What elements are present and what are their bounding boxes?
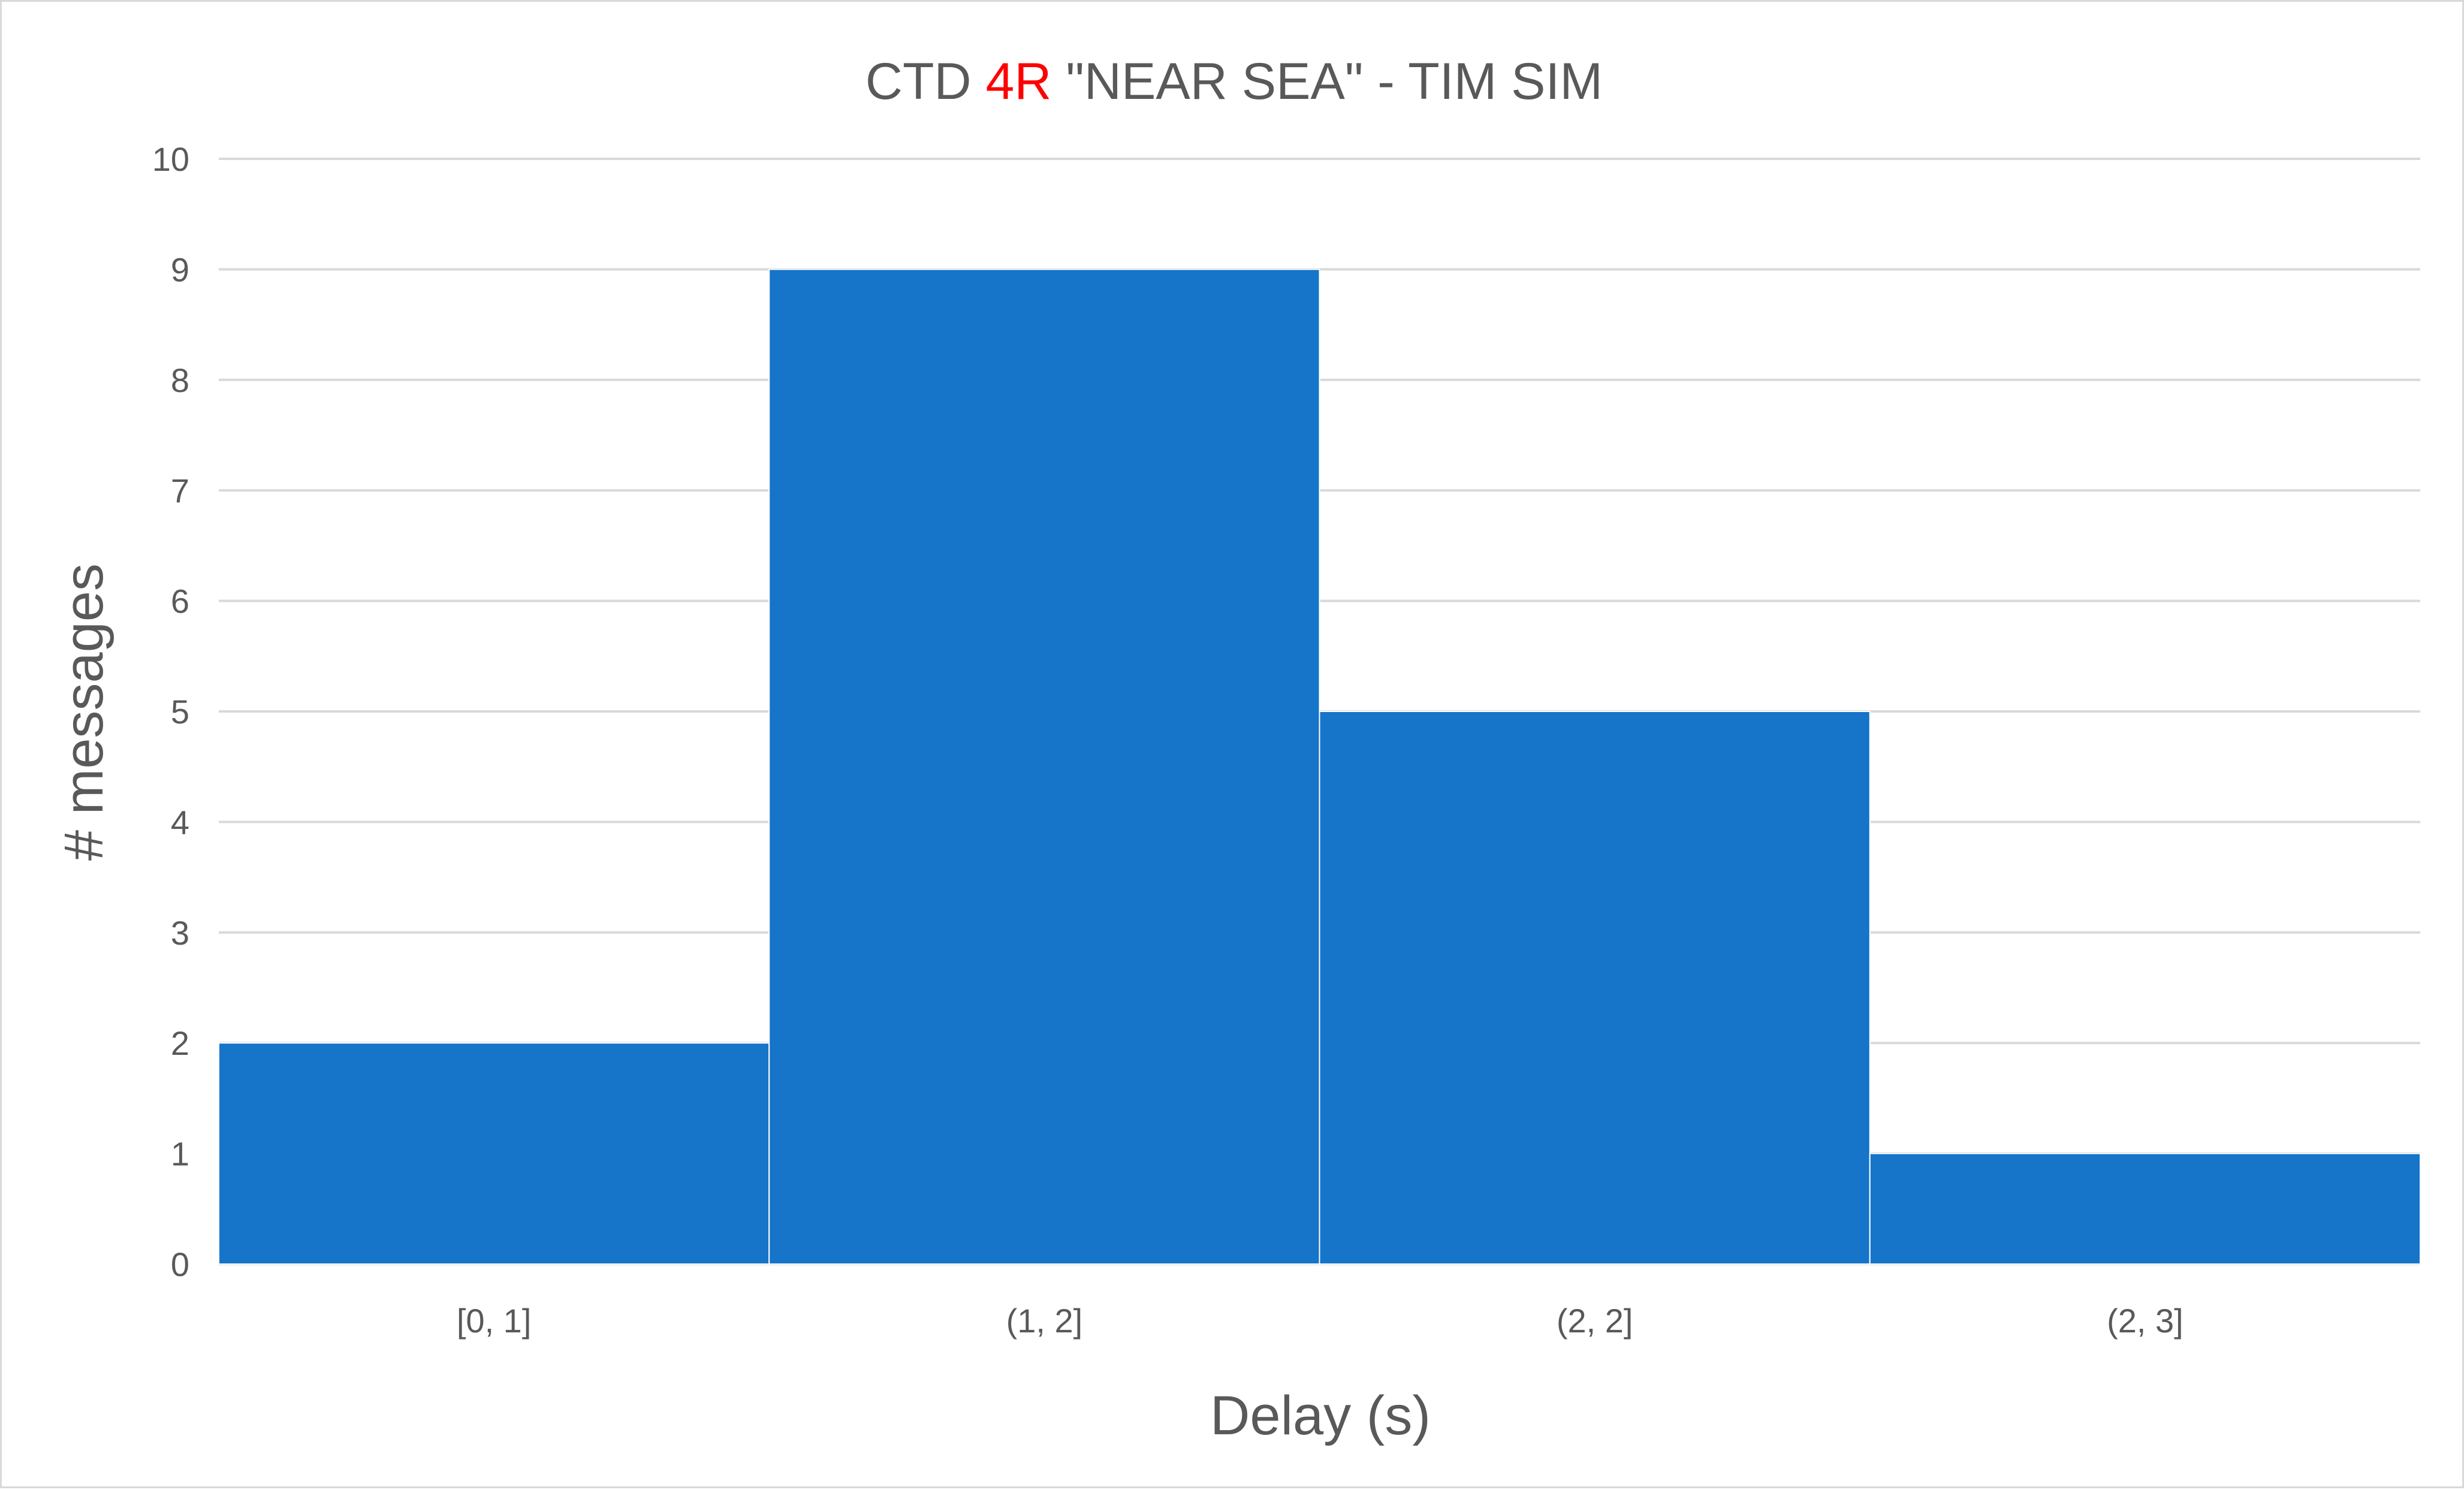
y-tick-label: 1 — [171, 1135, 189, 1173]
bar-0 — [218, 1042, 770, 1265]
y-tick-labels: 0 1 2 3 4 5 6 7 8 9 10 — [152, 140, 189, 1283]
y-tick-label: 3 — [171, 914, 189, 952]
y-tick-label: 8 — [171, 361, 189, 399]
chart-title-highlight: 4R — [986, 53, 1052, 110]
chart-title: CTD 4R "NEAR SEA" - TIM SIM — [865, 53, 1603, 110]
x-axis-title: Delay (s) — [1210, 1385, 1431, 1446]
y-axis-title: # messages — [53, 563, 114, 861]
bars — [218, 269, 2421, 1265]
bar-2 — [1319, 711, 1871, 1265]
y-tick-label: 5 — [171, 693, 189, 731]
x-tick-label: (2, 3] — [2107, 1302, 2183, 1340]
x-tick-label: [0, 1] — [457, 1302, 532, 1340]
bar-1 — [768, 269, 1320, 1265]
y-tick-label: 6 — [171, 583, 189, 620]
y-tick-label: 4 — [171, 803, 189, 841]
y-tick-label: 7 — [171, 472, 189, 509]
x-tick-label: (1, 2] — [1006, 1302, 1083, 1340]
x-tick-labels: [0, 1] (1, 2] (2, 2] (2, 3] — [457, 1302, 2183, 1340]
y-tick-label: 0 — [171, 1245, 189, 1283]
y-tick-label: 9 — [171, 251, 189, 288]
y-tick-label: 10 — [152, 140, 189, 178]
x-tick-label: (2, 2] — [1557, 1302, 1633, 1340]
chart-title-suffix: "NEAR SEA" - TIM SIM — [1051, 53, 1603, 110]
y-tick-label: 2 — [171, 1024, 189, 1062]
chart-title-prefix: CTD — [865, 53, 986, 110]
bar-3 — [1869, 1153, 2421, 1265]
